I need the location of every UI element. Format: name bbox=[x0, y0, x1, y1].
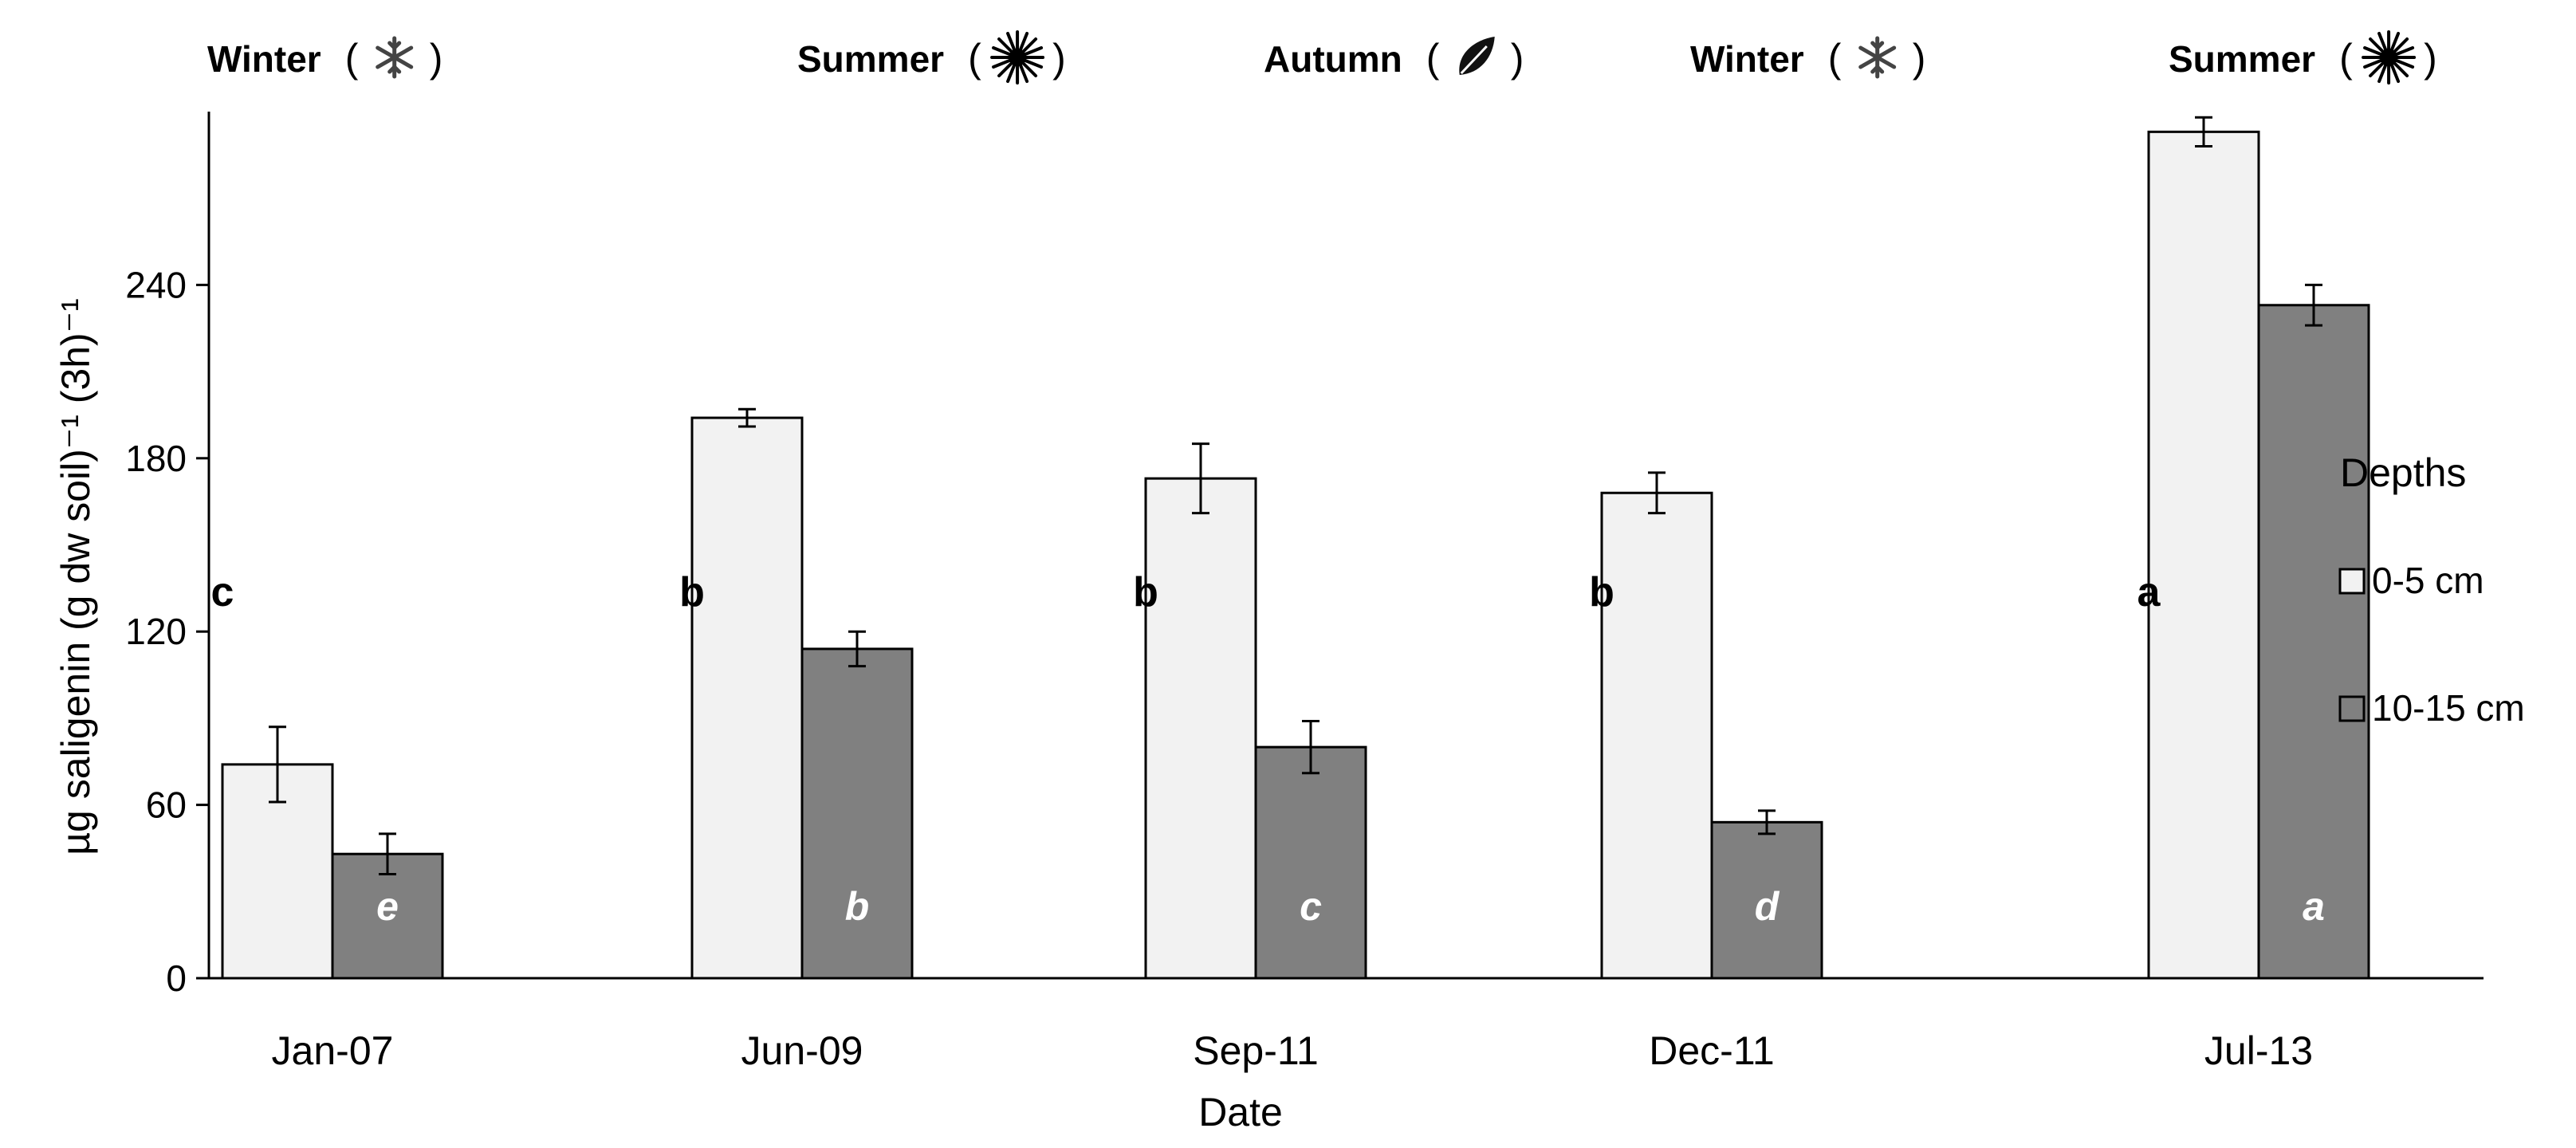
significance-letter-10-15cm: c bbox=[1300, 884, 1322, 929]
snowflake-icon bbox=[1861, 38, 1894, 77]
season-header: Winter () bbox=[1690, 36, 1925, 81]
bar-10-15-cm bbox=[1710, 820, 1823, 980]
y-axis-title: µg saligenin (g dw soil)⁻¹ (3h)⁻¹ bbox=[53, 298, 98, 855]
paren-close: ) bbox=[1052, 36, 1066, 81]
bar-10-15-cm bbox=[2257, 304, 2370, 980]
paren-close: ) bbox=[1511, 36, 1524, 81]
x-tick-label: Jan-07 bbox=[272, 1028, 394, 1073]
significance-letter-10-15cm: e bbox=[376, 884, 399, 929]
bar-0-5-cm bbox=[690, 416, 804, 980]
significance-letter-0-5cm: b bbox=[1133, 569, 1158, 615]
y-tick-label: 240 bbox=[125, 264, 187, 305]
x-tick-label: Jun-09 bbox=[741, 1028, 863, 1073]
sun-icon bbox=[990, 30, 1045, 85]
significance-letter-0-5cm: a bbox=[2137, 569, 2161, 615]
x-axis-title: Date bbox=[1198, 1090, 1283, 1134]
paren-close: ) bbox=[1913, 36, 1926, 81]
season-label: Summer bbox=[2169, 38, 2315, 80]
y-tick-label: 120 bbox=[125, 611, 187, 652]
season-label: Winter bbox=[207, 38, 321, 80]
bar-10-15-cm bbox=[800, 647, 914, 980]
paren-open: ( bbox=[968, 36, 981, 81]
season-label: Autumn bbox=[1264, 38, 1402, 80]
bars: c b b b a e b c d a bbox=[211, 116, 2370, 980]
season-header: Winter () bbox=[207, 36, 442, 81]
paren-open: ( bbox=[345, 36, 359, 81]
significance-letter-0-5cm: b bbox=[1589, 569, 1614, 615]
x-tick-label: Dec-11 bbox=[1649, 1028, 1774, 1073]
snowflake-icon bbox=[378, 38, 411, 77]
season-label: Summer bbox=[797, 38, 944, 80]
paren-open: ( bbox=[1426, 36, 1440, 81]
y-tick-label: 60 bbox=[146, 784, 187, 826]
axes: 0 60 120 180 240 µg saligenin (g dw soil)⁻¹ (… bbox=[53, 112, 2484, 1134]
paren-close: ) bbox=[2424, 36, 2437, 81]
legend: Depths 0-5 cm 10-15 cm bbox=[2338, 450, 2525, 729]
significance-letter-10-15cm: a bbox=[2303, 884, 2325, 929]
significance-letter-0-5cm: c bbox=[211, 569, 234, 615]
bar-10-15-cm bbox=[1254, 745, 1367, 980]
significance-letter-0-5cm: b bbox=[679, 569, 705, 615]
significance-letter-10-15cm: b bbox=[845, 884, 870, 929]
season-header: Summer () bbox=[797, 30, 1066, 85]
legend-item-label: 10-15 cm bbox=[2372, 687, 2525, 729]
bar-0-5-cm bbox=[1600, 491, 1713, 980]
legend-swatch bbox=[2338, 695, 2366, 722]
paren-open: ( bbox=[1828, 36, 1842, 81]
legend-item-label: 0-5 cm bbox=[2372, 560, 2484, 601]
season-header: Autumn () bbox=[1264, 35, 1524, 81]
y-tick-label: 0 bbox=[166, 957, 187, 999]
sun-icon bbox=[2362, 30, 2417, 85]
paren-close: ) bbox=[430, 36, 443, 81]
significance-letter-10-15cm: d bbox=[1755, 884, 1780, 929]
x-tick-label: Jul-13 bbox=[2204, 1028, 2313, 1073]
y-tick-label: 180 bbox=[125, 438, 187, 479]
legend-title: Depths bbox=[2340, 450, 2466, 495]
bar-0-5-cm bbox=[1144, 477, 1257, 980]
x-tick-label: Sep-11 bbox=[1193, 1028, 1319, 1073]
leaf-icon bbox=[1457, 35, 1496, 77]
bar-0-5-cm bbox=[2147, 130, 2260, 980]
season-label: Winter bbox=[1690, 38, 1804, 80]
paren-open: ( bbox=[2339, 36, 2353, 81]
season-headers: Winter () Summer () Autumn () Winter () Summer () bbox=[207, 30, 2437, 85]
legend-swatch bbox=[2338, 568, 2366, 595]
season-header: Summer () bbox=[2169, 30, 2437, 85]
